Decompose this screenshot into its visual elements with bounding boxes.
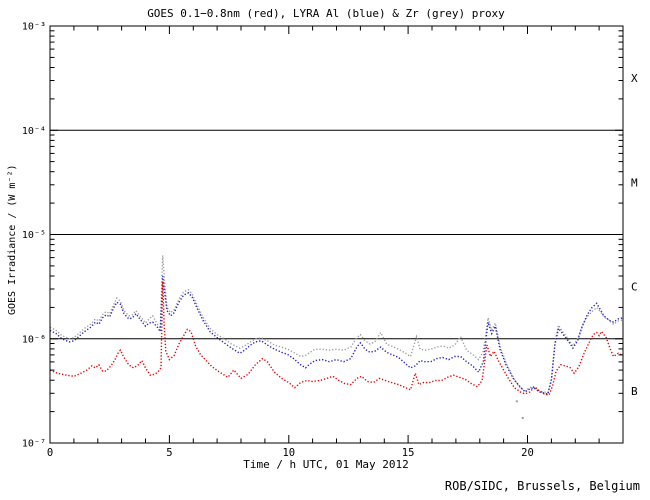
y-tick-label: 10⁻⁶ <box>22 334 46 345</box>
y-tick-label: 10⁻⁷ <box>22 439 46 450</box>
series-lyra-al-proxy <box>49 276 624 395</box>
flare-class-labels: X M C B <box>631 72 638 398</box>
x-tick-label: 0 <box>47 447 53 459</box>
x-tick-label: 5 <box>166 447 172 459</box>
series-goes-nm <box>49 281 624 396</box>
x-tick-label: 20 <box>521 447 534 459</box>
y-axis-ticks <box>50 25 623 444</box>
outlier-dot <box>521 417 524 419</box>
y-tick-labels: 10⁻³ 10⁻⁴ 10⁻⁵ 10⁻⁶ 10⁻⁷ <box>22 22 46 450</box>
y-tick-label: 10⁻³ <box>22 22 46 33</box>
flare-class-label-b: B <box>631 385 638 398</box>
chart-title: GOES 0.1−0.8nm (red), LYRA Al (blue) & Z… <box>147 7 505 20</box>
x-axis-label: Time / h UTC, 01 May 2012 <box>243 458 409 471</box>
series-lyra-zr-proxy <box>49 255 624 419</box>
flare-class-boundary-lines <box>50 129 623 340</box>
flare-class-label-c: C <box>631 281 638 294</box>
y-tick-label: 10⁻⁴ <box>22 126 46 137</box>
credit-text: ROB/SIDC, Brussels, Belgium <box>444 479 640 493</box>
x-tick-label: 10 <box>282 447 295 459</box>
x-tick-labels: 0 5 10 15 20 <box>47 447 534 459</box>
flare-class-label-x: X <box>631 72 638 85</box>
y-tick-label: 10⁻⁵ <box>22 230 46 241</box>
outlier-dot <box>515 400 518 403</box>
flare-class-label-m: M <box>631 176 638 189</box>
x-tick-label: 15 <box>402 447 415 459</box>
x-axis-ticks <box>49 26 624 443</box>
